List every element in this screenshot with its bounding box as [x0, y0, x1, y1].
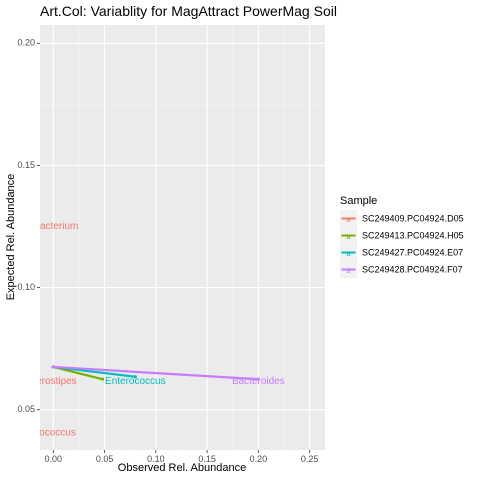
plot-panel [40, 25, 325, 450]
x-axis-title: Observed Rel. Abundance [118, 462, 246, 474]
legend-label: SC249409.PC04924.D05 [362, 213, 464, 223]
grid [40, 25, 325, 450]
x-tick-label: 0.05 [96, 454, 114, 464]
legend-glyph: a [347, 217, 351, 224]
annotation-label: Bacteroides [232, 376, 285, 387]
series-layer [51, 365, 260, 381]
data-point [100, 377, 105, 381]
x-tick-label: 0.20 [250, 454, 268, 464]
legend-label: SC249413.PC04924.H05 [362, 230, 464, 240]
chart-title: Art.Col: Variablity for MagAttract Power… [40, 3, 337, 19]
x-tick-label: 0.00 [45, 454, 63, 464]
legend-label: SC249427.PC04924.E07 [362, 247, 463, 257]
legend-glyph: a [347, 268, 351, 275]
annotation-layer: bacterium erostipes iococcus Enterococcus Ba… [34, 221, 285, 439]
legend-glyph: a [347, 234, 351, 241]
data-point [256, 377, 260, 381]
annotation-label: Enterococcus [105, 376, 166, 387]
annotation-label: erostipes [36, 376, 77, 387]
data-point [51, 365, 55, 369]
y-axis: 0.05 0.10 0.15 0.20 [17, 38, 40, 414]
y-axis-title: Expected Rel. Abundance [5, 174, 17, 301]
legend-glyph: a [347, 251, 351, 258]
series-line [53, 365, 259, 381]
y-tick-label: 0.10 [17, 282, 35, 292]
x-tick-label: 0.25 [301, 454, 319, 464]
legend-label: SC249428.PC04924.F07 [362, 264, 463, 274]
data-point [133, 375, 137, 379]
legend-title: Sample [340, 195, 377, 207]
y-tick-label: 0.05 [17, 404, 35, 414]
x-axis: 0.00 0.05 0.10 0.15 0.20 0.25 [45, 450, 319, 464]
y-tick-label: 0.15 [17, 160, 35, 170]
x-tick-label: 0.10 [147, 454, 165, 464]
x-tick-label: 0.15 [198, 454, 216, 464]
y-tick-label: 0.20 [17, 38, 35, 48]
annotation-label: iococcus [37, 428, 76, 439]
annotation-label: bacterium [34, 221, 78, 232]
legend: Sample a SC249409.PC04924.D05 a SC249413.PC… [340, 195, 464, 278]
